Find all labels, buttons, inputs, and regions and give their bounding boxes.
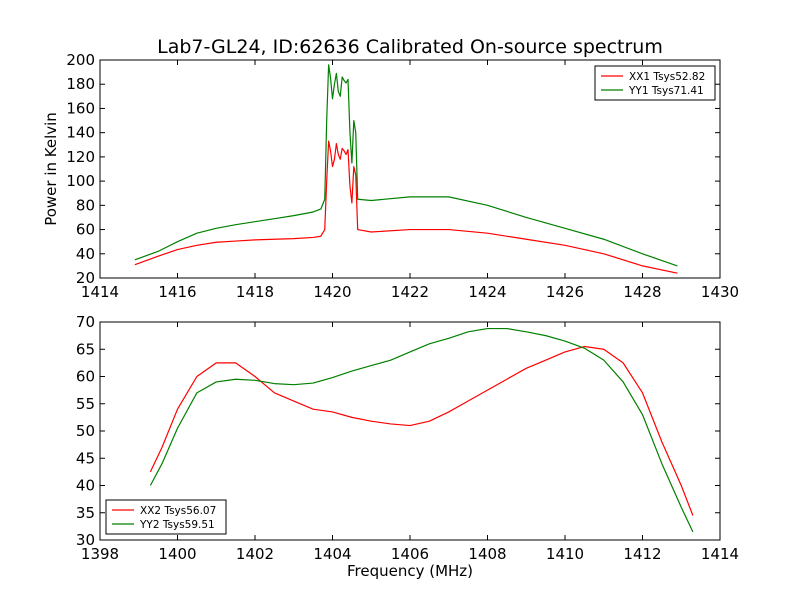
top-legend-label: YY1 Tsys71.41 — [628, 85, 704, 97]
bottom-series-line-2 — [149, 327, 694, 533]
chart-title: Lab7-GL24, ID:62636 Calibrated On-source… — [157, 36, 663, 58]
bottom-series-line-1 — [149, 345, 694, 516]
top-x-tick-label: 1414 — [81, 283, 119, 301]
bottom-legend-label: XX2 Tsys56.07 — [140, 505, 216, 517]
y-axis-label-top: Power in Kelvin — [42, 112, 60, 226]
top-x-tick-label: 1428 — [623, 283, 661, 301]
x-axis-label-bottom: Frequency (MHz) — [347, 562, 473, 580]
bottom-y-tick-label: 55 — [76, 395, 95, 413]
top-y-tick-label: 140 — [66, 124, 95, 142]
top-x-tick-label: 1418 — [236, 283, 274, 301]
bottom-legend: XX2 Tsys56.07 YY2 Tsys59.51 — [105, 499, 227, 535]
top-y-tick-label: 80 — [76, 196, 95, 214]
bottom-x-tick-label: 1408 — [468, 545, 506, 563]
top-legend: XX1 Tsys52.82 YY1 Tsys71.41 — [594, 65, 716, 101]
bottom-y-tick-label: 60 — [76, 368, 95, 386]
bottom-y-tick-label: 45 — [76, 449, 95, 467]
bottom-x-tick-label: 1402 — [236, 545, 274, 563]
top-y-tick-label: 200 — [66, 51, 95, 69]
bottom-y-tick-label: 50 — [76, 422, 95, 440]
bottom-x-tick-label: 1406 — [391, 545, 429, 563]
top-x-tick-label: 1424 — [468, 283, 506, 301]
top-y-tick-label: 180 — [66, 75, 95, 93]
top-y-tick-label: 40 — [76, 245, 95, 263]
bottom-legend-label: YY2 Tsys59.51 — [139, 519, 215, 531]
bottom-x-tick-label: 1410 — [546, 545, 584, 563]
top-series-line-1 — [134, 140, 678, 274]
top-x-tick-label: 1420 — [313, 283, 351, 301]
top-x-tick-label: 1430 — [701, 283, 739, 301]
bottom-x-tick-label: 1404 — [313, 545, 351, 563]
bottom-y-tick-label: 40 — [76, 477, 95, 495]
top-x-tick-label: 1416 — [158, 283, 196, 301]
top-y-tick-label: 20 — [76, 269, 95, 287]
bottom-y-tick-label: 70 — [76, 313, 95, 331]
bottom-y-tick-label: 35 — [76, 504, 95, 522]
top-y-tick-label: 60 — [76, 221, 95, 239]
bottom-y-tick-label: 30 — [76, 531, 95, 549]
chart-bottom: 1398 1400 1402 1404 1406 1408 1410 1412 1414 30 35… — [76, 313, 739, 563]
bottom-x-tick-label: 1398 — [81, 545, 119, 563]
top-x-tick-label: 1422 — [391, 283, 429, 301]
chart-top: 1414 1416 1418 1420 1422 1424 1426 1428 1430 20 40… — [66, 51, 739, 301]
top-legend-label: XX1 Tsys52.82 — [629, 71, 705, 83]
bottom-x-tick-label: 1400 — [158, 545, 196, 563]
top-x-tick-label: 1426 — [546, 283, 584, 301]
bottom-x-tick-label: 1412 — [623, 545, 661, 563]
top-series-line-2 — [134, 64, 678, 267]
top-y-tick-label: 120 — [66, 148, 95, 166]
bottom-y-tick-label: 65 — [76, 340, 95, 358]
bottom-x-tick-label: 1414 — [701, 545, 739, 563]
bottom-legend-box — [105, 499, 227, 535]
top-y-tick-label: 100 — [66, 172, 95, 190]
top-y-tick-label: 160 — [66, 99, 95, 117]
top-legend-box — [594, 65, 716, 101]
